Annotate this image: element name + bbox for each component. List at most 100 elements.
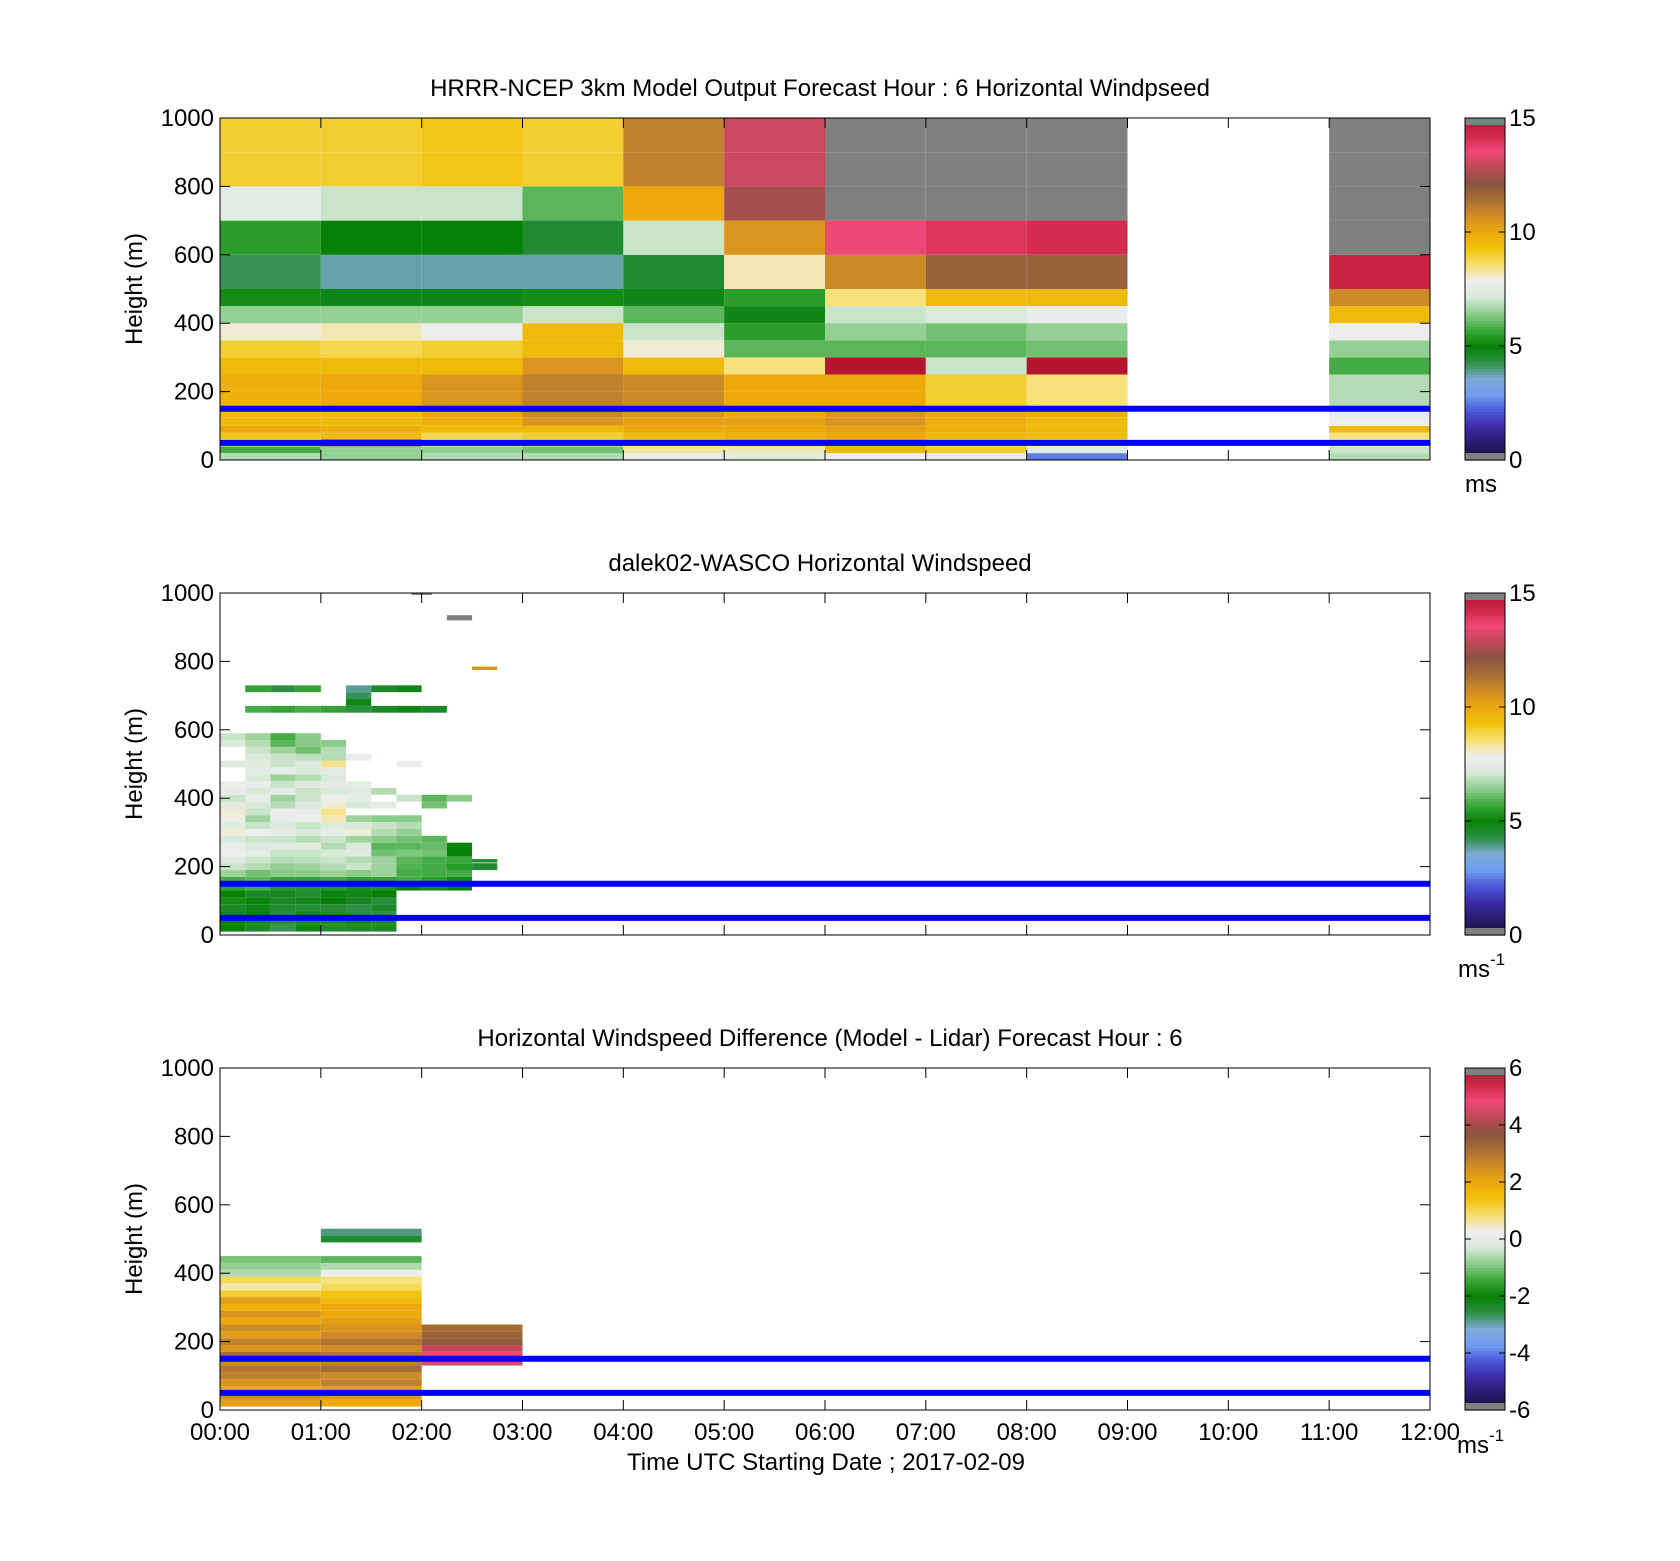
heatmap-cell — [724, 152, 825, 187]
heatmap-cell — [295, 774, 321, 782]
colorbar-swatch — [1465, 684, 1505, 688]
colorbar-swatch — [1465, 635, 1505, 640]
heatmap-cell — [522, 453, 624, 460]
heatmap-cell — [1329, 289, 1430, 307]
heatmap-cell — [421, 220, 523, 255]
colorbar-swatch — [1465, 1085, 1505, 1089]
heatmap-cell — [220, 1262, 321, 1270]
heatmap-cell — [245, 767, 271, 775]
colorbar-swatch — [1465, 257, 1505, 262]
heatmap-cell — [320, 1276, 422, 1284]
heatmap-cell — [220, 323, 321, 341]
heatmap-cell — [220, 815, 246, 823]
heatmap-cell — [245, 849, 271, 857]
x-tick-label: 05:00 — [694, 1419, 754, 1446]
y-tick-label: 800 — [174, 1123, 214, 1150]
heatmap-cell — [295, 781, 321, 788]
heatmap-cell — [270, 856, 296, 864]
colorbar-swatch — [1465, 621, 1505, 625]
colorbar-swatch — [1465, 1073, 1505, 1078]
colorbar-swatch — [1465, 383, 1505, 387]
colorbar-swatch — [1465, 1241, 1505, 1246]
heatmap-cell — [925, 453, 1027, 460]
heatmap-cell — [1026, 220, 1128, 255]
colorbar-swatch — [1465, 1133, 1505, 1137]
heatmap-cell — [220, 760, 246, 768]
heatmap-cell — [724, 289, 825, 307]
colorbar-swatch — [1465, 1187, 1505, 1192]
colorbar-swatch — [1465, 855, 1505, 859]
heatmap-cell — [421, 1331, 523, 1339]
panel-difference-y-label: Height (m) — [121, 1183, 148, 1295]
colorbar-swatch — [1465, 1244, 1505, 1249]
colorbar-swatch — [1465, 1395, 1505, 1400]
heatmap-cell — [623, 432, 725, 440]
colorbar-swatch — [1465, 781, 1505, 785]
heatmap-cell — [522, 417, 624, 426]
colorbar-swatch — [1465, 180, 1505, 185]
colorbar-swatch — [1465, 792, 1505, 796]
colorbar-swatch — [1465, 835, 1505, 839]
heatmap-cell — [220, 1317, 321, 1325]
colorbar-swatch — [1465, 818, 1505, 822]
heatmap-cell — [220, 911, 246, 918]
colorbar-swatch — [1465, 306, 1505, 310]
y-tick-label: 1000 — [161, 1055, 214, 1082]
colorbar-swatch — [1465, 1372, 1505, 1377]
colorbar-swatch — [1465, 1253, 1505, 1257]
heatmap-cell — [245, 870, 271, 877]
colorbar-swatch — [1465, 300, 1505, 304]
heatmap-cell — [220, 417, 321, 426]
heatmap-cell — [623, 254, 725, 289]
heatmap-cell — [446, 863, 473, 871]
colorbar-swatch — [1465, 915, 1505, 919]
panel-difference-unit-base: ms — [1457, 1432, 1489, 1459]
colorbar-swatch — [1465, 849, 1505, 853]
heatmap-cell — [220, 890, 246, 898]
colorbar-swatch — [1465, 1199, 1505, 1203]
heatmap-cell — [421, 289, 523, 307]
colorbar-swatch — [1465, 746, 1505, 751]
heatmap-cell — [1329, 425, 1430, 433]
colorbar-swatch — [1465, 243, 1505, 247]
colorbar-swatch — [1465, 652, 1505, 657]
heatmap-cell — [925, 432, 1027, 440]
heatmap-cell — [320, 1399, 422, 1407]
colorbar-swatch — [1465, 1216, 1505, 1220]
panel-difference-y-axis: 0 200 400 600 800 1000 — [161, 1055, 1430, 1424]
heatmap-cell — [623, 323, 725, 341]
heatmap-cell — [623, 186, 725, 221]
heatmap-cell — [220, 1345, 321, 1352]
heatmap-cell — [245, 897, 271, 905]
colorbar-swatch — [1465, 1182, 1505, 1186]
heatmap-cell — [245, 815, 271, 823]
heatmap-cell — [623, 340, 725, 358]
heatmap-cell — [270, 767, 296, 775]
colorbar-swatch — [1465, 895, 1505, 899]
colorbar-swatch — [1465, 249, 1505, 253]
y-tick-label: 800 — [174, 173, 214, 200]
heatmap-cell — [245, 774, 271, 782]
panel-difference-colorbar: -6 -4 -2 0 2 4 6 — [1464, 1055, 1530, 1424]
heatmap-cell — [220, 856, 246, 864]
heatmap-cell — [320, 152, 422, 187]
colorbar-swatch — [1465, 1384, 1505, 1388]
heatmap-cell — [1026, 374, 1128, 392]
heatmap-cell — [446, 870, 473, 877]
colorbar-swatch — [1465, 1375, 1505, 1380]
colorbar-tick-label: 2 — [1509, 1169, 1522, 1196]
colorbar-swatch — [1465, 137, 1505, 142]
colorbar-swatch — [1465, 363, 1505, 367]
heatmap-cell — [320, 808, 347, 816]
colorbar-swatch — [1465, 650, 1505, 654]
colorbar-swatch — [1465, 878, 1505, 882]
colorbar-swatch — [1465, 1227, 1505, 1232]
colorbar-swatch — [1465, 183, 1505, 187]
colorbar-swatch — [1465, 1355, 1505, 1360]
heatmap-cell — [220, 1372, 321, 1380]
heatmap-cell — [472, 863, 498, 871]
colorbar-swatch — [1465, 701, 1505, 705]
heatmap-cell — [245, 842, 271, 850]
heatmap-cell — [245, 822, 271, 829]
colorbar-swatch — [1465, 192, 1505, 196]
